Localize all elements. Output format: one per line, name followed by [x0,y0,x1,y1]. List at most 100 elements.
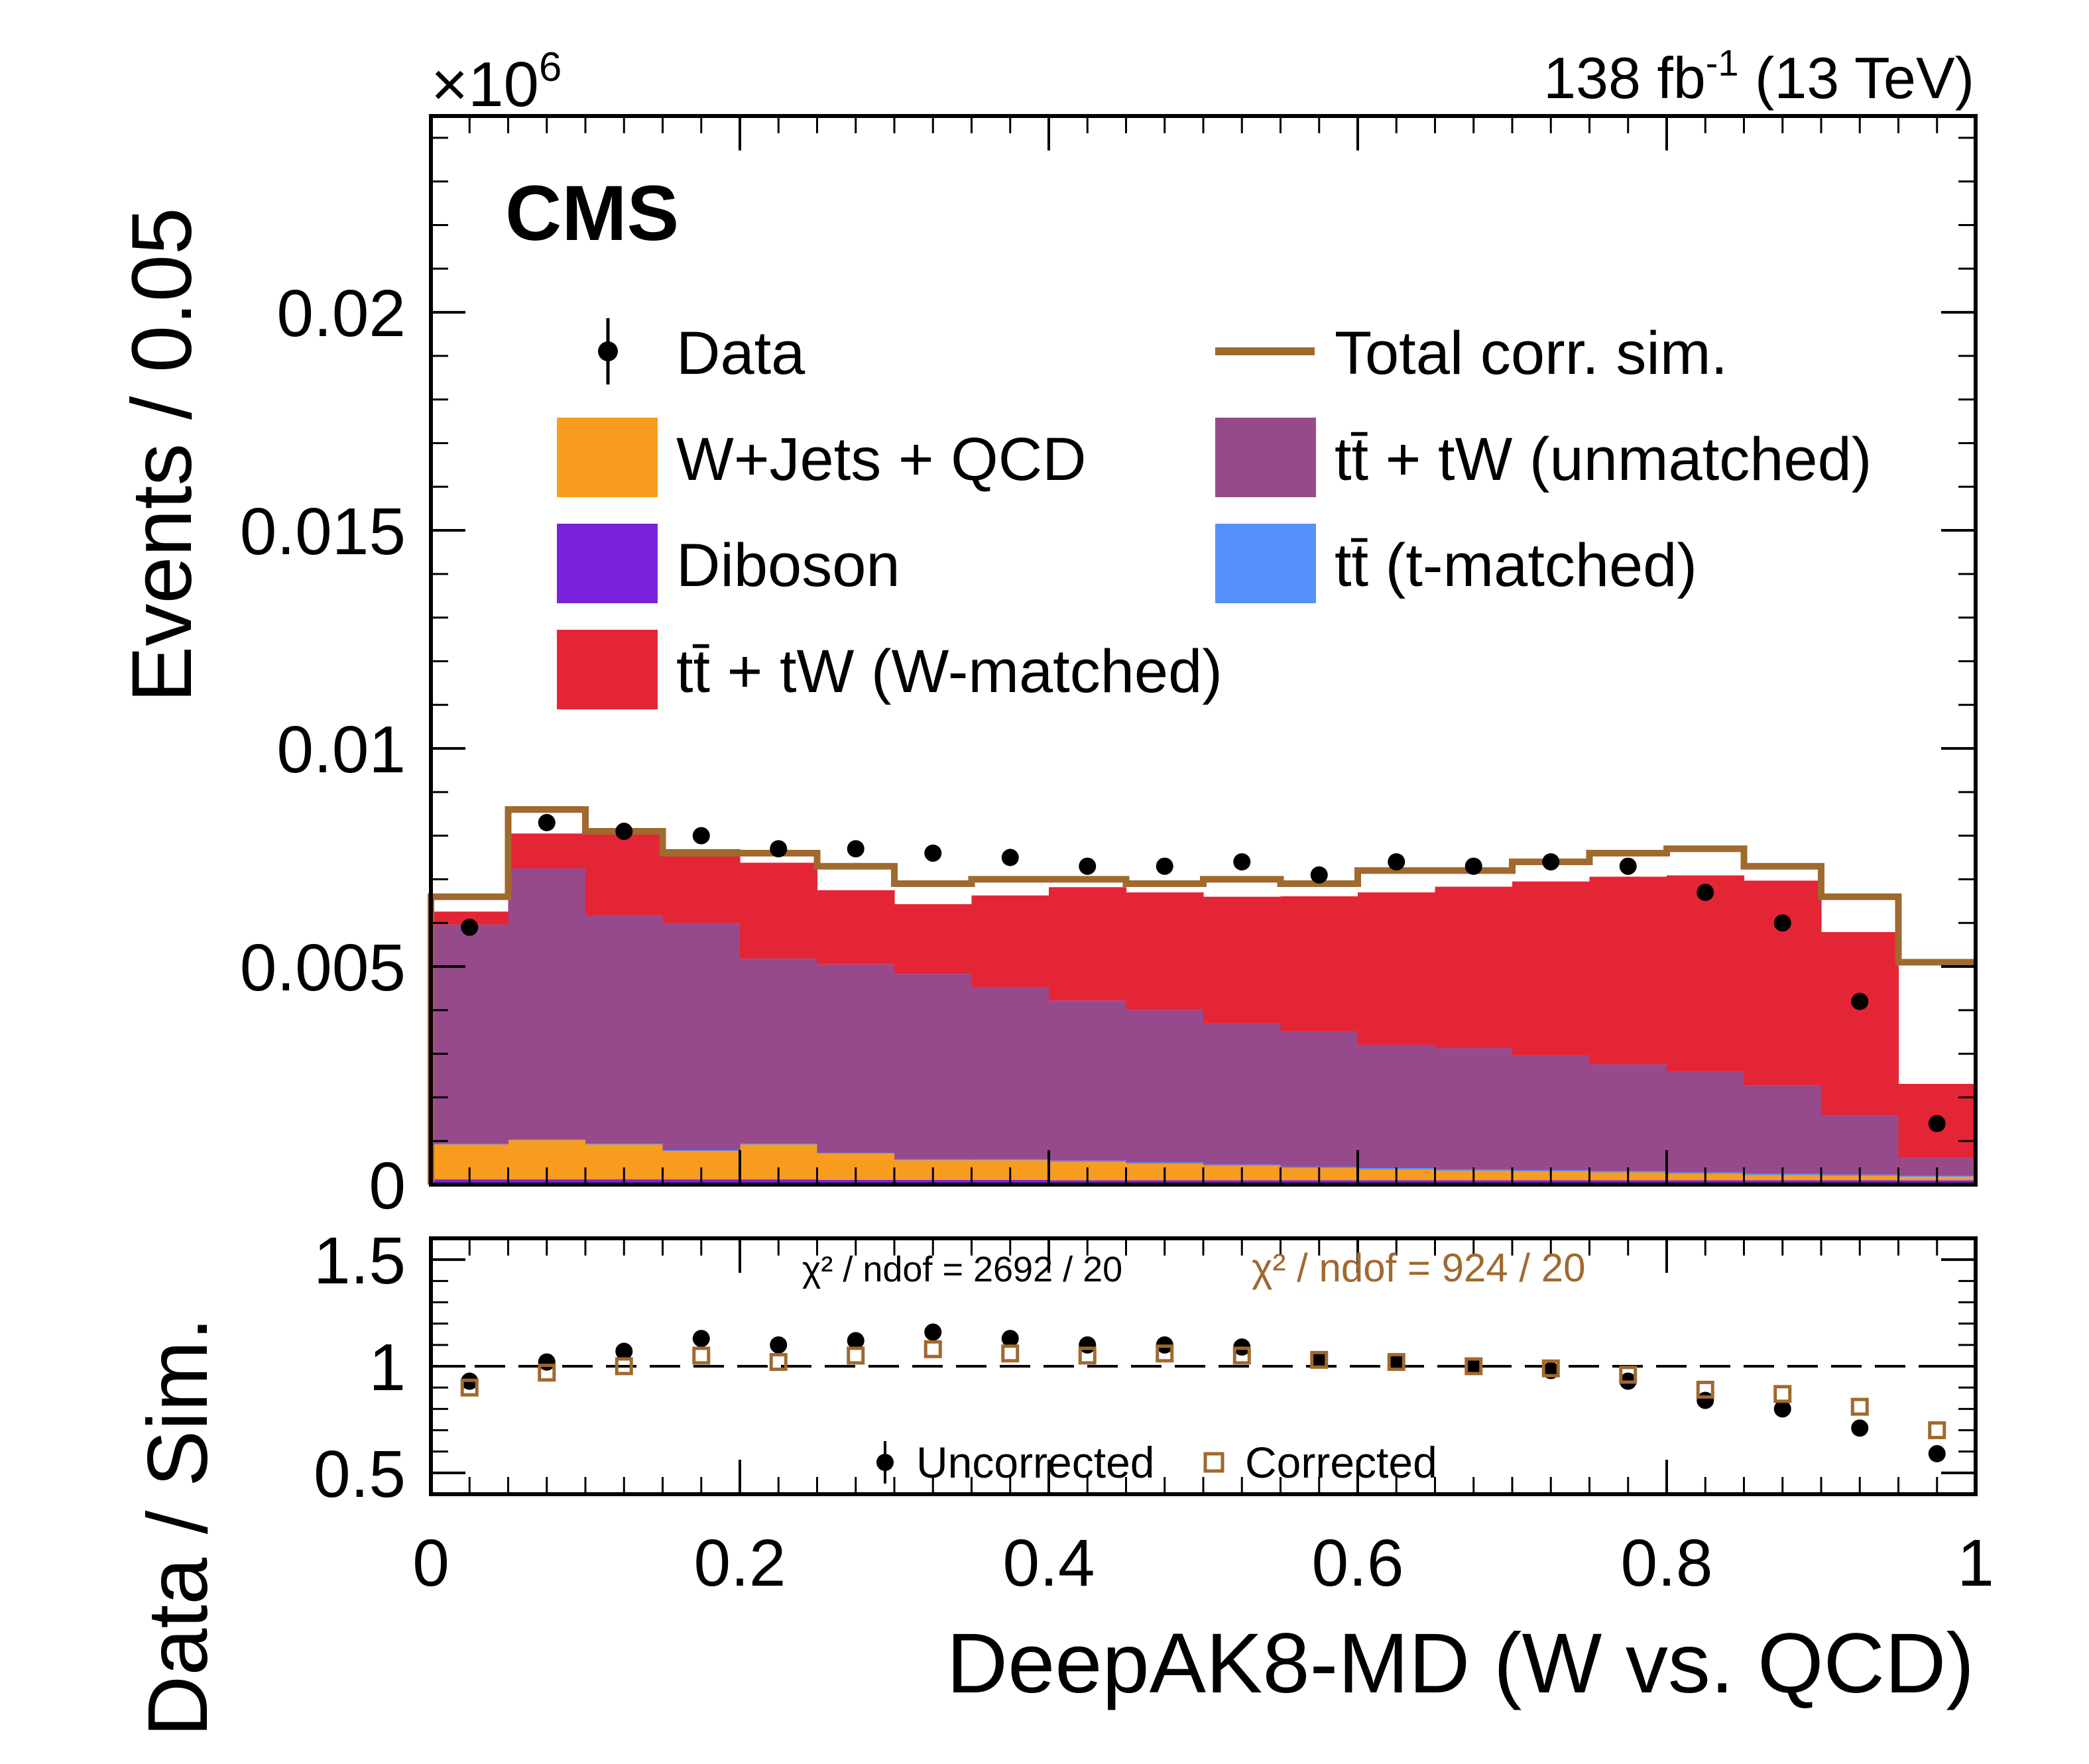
bar-tt_unmatched-bin-18 [1821,1115,1899,1175]
data-point-13 [1464,857,1482,875]
cms-label: CMS [505,170,679,257]
data-point-4 [770,840,788,858]
bar-tt_wmatched-bin-14 [1512,881,1590,1056]
exponent-multiplier: ×106 [431,44,562,120]
chi2-corrected: χ² / ndof = 924 / 20 [1252,1246,1586,1290]
data-point-6 [924,844,942,862]
ratio-uncorrected-point-19 [1928,1444,1946,1462]
data-point-18 [1851,992,1869,1010]
bar-tt_tmatched-bin-6 [894,1159,973,1161]
data-point-14 [1542,853,1560,871]
ratio-corrected-point-1 [538,1364,556,1382]
legend-label-data: Data [676,320,806,387]
data-points-group [461,813,1946,1132]
legend-label-tt-tw-w-matched-: tt̄ + tW (W-matched) [676,638,1223,705]
bar-tt_wmatched-bin-4 [740,862,818,959]
data-point-1 [538,813,556,831]
ratio-corrected-point-7 [1001,1344,1020,1363]
bar-tt_unmatched-bin-4 [740,959,818,1144]
bar-tt_unmatched-bin-16 [1667,1071,1745,1173]
chi2-uncorrected: χ² / ndof = 2692 / 20 [802,1250,1122,1289]
ratio-legend-uncorrected-label: Uncorrected [916,1438,1155,1487]
lumi-label: 138 fb-1 (13 TeV) [1543,42,1974,111]
legend-label-diboson: Diboson [676,532,900,599]
legend-swatch-w-jets-qcd [557,418,658,497]
ratio-uncorrected-point-17 [1773,1400,1791,1418]
ratio-corrected-point-13 [1464,1357,1483,1376]
bar-tt_unmatched-bin-1 [508,868,586,1140]
ratio-uncorrected-point-18 [1851,1419,1869,1437]
data-point-2 [615,823,633,841]
data-point-15 [1619,857,1637,875]
xtick-label: 0.8 [1620,1526,1712,1600]
ratio-corrected-point-8 [1078,1346,1097,1365]
data-point-8 [1079,857,1097,875]
ratio-corrected-point-2 [615,1357,633,1376]
bar-tt_wmatched-bin-11 [1280,896,1358,1032]
bar-tt_wmatched-bin-10 [1203,896,1282,1024]
legend-label-total-corr-sim-: Total corr. sim. [1335,320,1728,387]
data-point-5 [847,840,865,858]
data-point-12 [1388,853,1405,871]
xtick-label: 0 [412,1526,449,1600]
data-point-17 [1773,914,1791,932]
ratio-uncorrected-point-6 [924,1323,942,1341]
xtick-label: 1 [1957,1526,1994,1600]
ratio-corrected-point-16 [1696,1380,1714,1399]
ratio-corrected-point-3 [692,1346,711,1365]
ratio-legend-corrected-label: Corrected [1245,1438,1437,1487]
x-axis-title: DeepAK8-MD (W vs. QCD) [947,1616,1974,1711]
data-point-19 [1928,1114,1946,1132]
main-legend: Data Total corr. sim. W+Jets + QCD tt̄ + tW… [557,318,1872,709]
bar-tt_unmatched-bin-13 [1435,1048,1513,1169]
main-ytick-label: 0.015 [240,495,406,569]
bar-tt_wmatched-bin-0 [431,911,509,925]
main-ytick-label: 0.005 [240,931,406,1005]
data-point-10 [1233,853,1251,871]
ratio-uncorrected-point-7 [1001,1330,1019,1348]
ratio-corrected-point-5 [847,1346,865,1365]
ratio-corrected-point-4 [769,1353,788,1372]
main-ytick-label: 0 [369,1149,406,1223]
bar-tt_wmatched-bin-7 [971,895,1049,987]
legend-label-w-jets-qcd: W+Jets + QCD [676,426,1087,493]
legend-data-marker [598,341,618,361]
data-point-0 [461,918,479,936]
xtick-label: 0.6 [1311,1526,1403,1600]
ratio-legend: Uncorrected Corrected [876,1438,1437,1487]
main-ytick-label: 0.01 [276,713,406,787]
ratio-ytick-label: 1 [369,1330,406,1405]
bar-tt_wmatched-bin-6 [894,904,973,974]
ratio-corrected-point-0 [460,1378,479,1397]
legend-swatch-tt-tw-w-matched- [557,630,658,709]
ratio-corrected-point-9 [1156,1344,1174,1363]
bar-tt_unmatched-bin-12 [1358,1045,1436,1168]
ratio-corrected-point-12 [1387,1353,1405,1372]
legend-label-tt-t-matched-: tt̄ (t-matched) [1335,532,1697,599]
stacked-histogram [431,828,1976,1185]
bar-tt_unmatched-bin-7 [971,986,1049,1159]
ratio-y-axis-title: Data / Sim. [131,1317,225,1737]
bar-tt_unmatched-bin-3 [662,923,741,1151]
ratio-uncorrected-point-12 [1388,1353,1405,1371]
legend-swatch-tt-tw-unmatched- [1215,418,1316,497]
bar-tt_tmatched-bin-0 [431,1144,509,1145]
bar-tt_unmatched-bin-11 [1280,1031,1358,1167]
bar-tt_wmatched-bin-5 [817,890,895,965]
bar-tt_wmatched-bin-13 [1435,886,1513,1049]
xtick-label: 0.2 [693,1526,786,1600]
bar-tt_wmatched-bin-16 [1667,875,1745,1072]
ratio-corrected-point-10 [1232,1346,1251,1365]
xtick-label: 0.4 [1002,1526,1095,1600]
bar-tt_unmatched-bin-9 [1126,1010,1204,1163]
ratio-ytick-label: 0.5 [314,1437,406,1511]
ratio-points-group [460,1323,1946,1462]
bar-tt_wmatched-bin-12 [1358,892,1436,1045]
ratio-uncorrected-point-13 [1464,1358,1482,1375]
ratio-legend-corrected-marker [1203,1452,1224,1473]
ratio-corrected-point-17 [1773,1385,1792,1403]
bar-tt_unmatched-bin-15 [1589,1064,1667,1171]
data-point-3 [692,827,710,845]
data-point-9 [1156,857,1173,875]
